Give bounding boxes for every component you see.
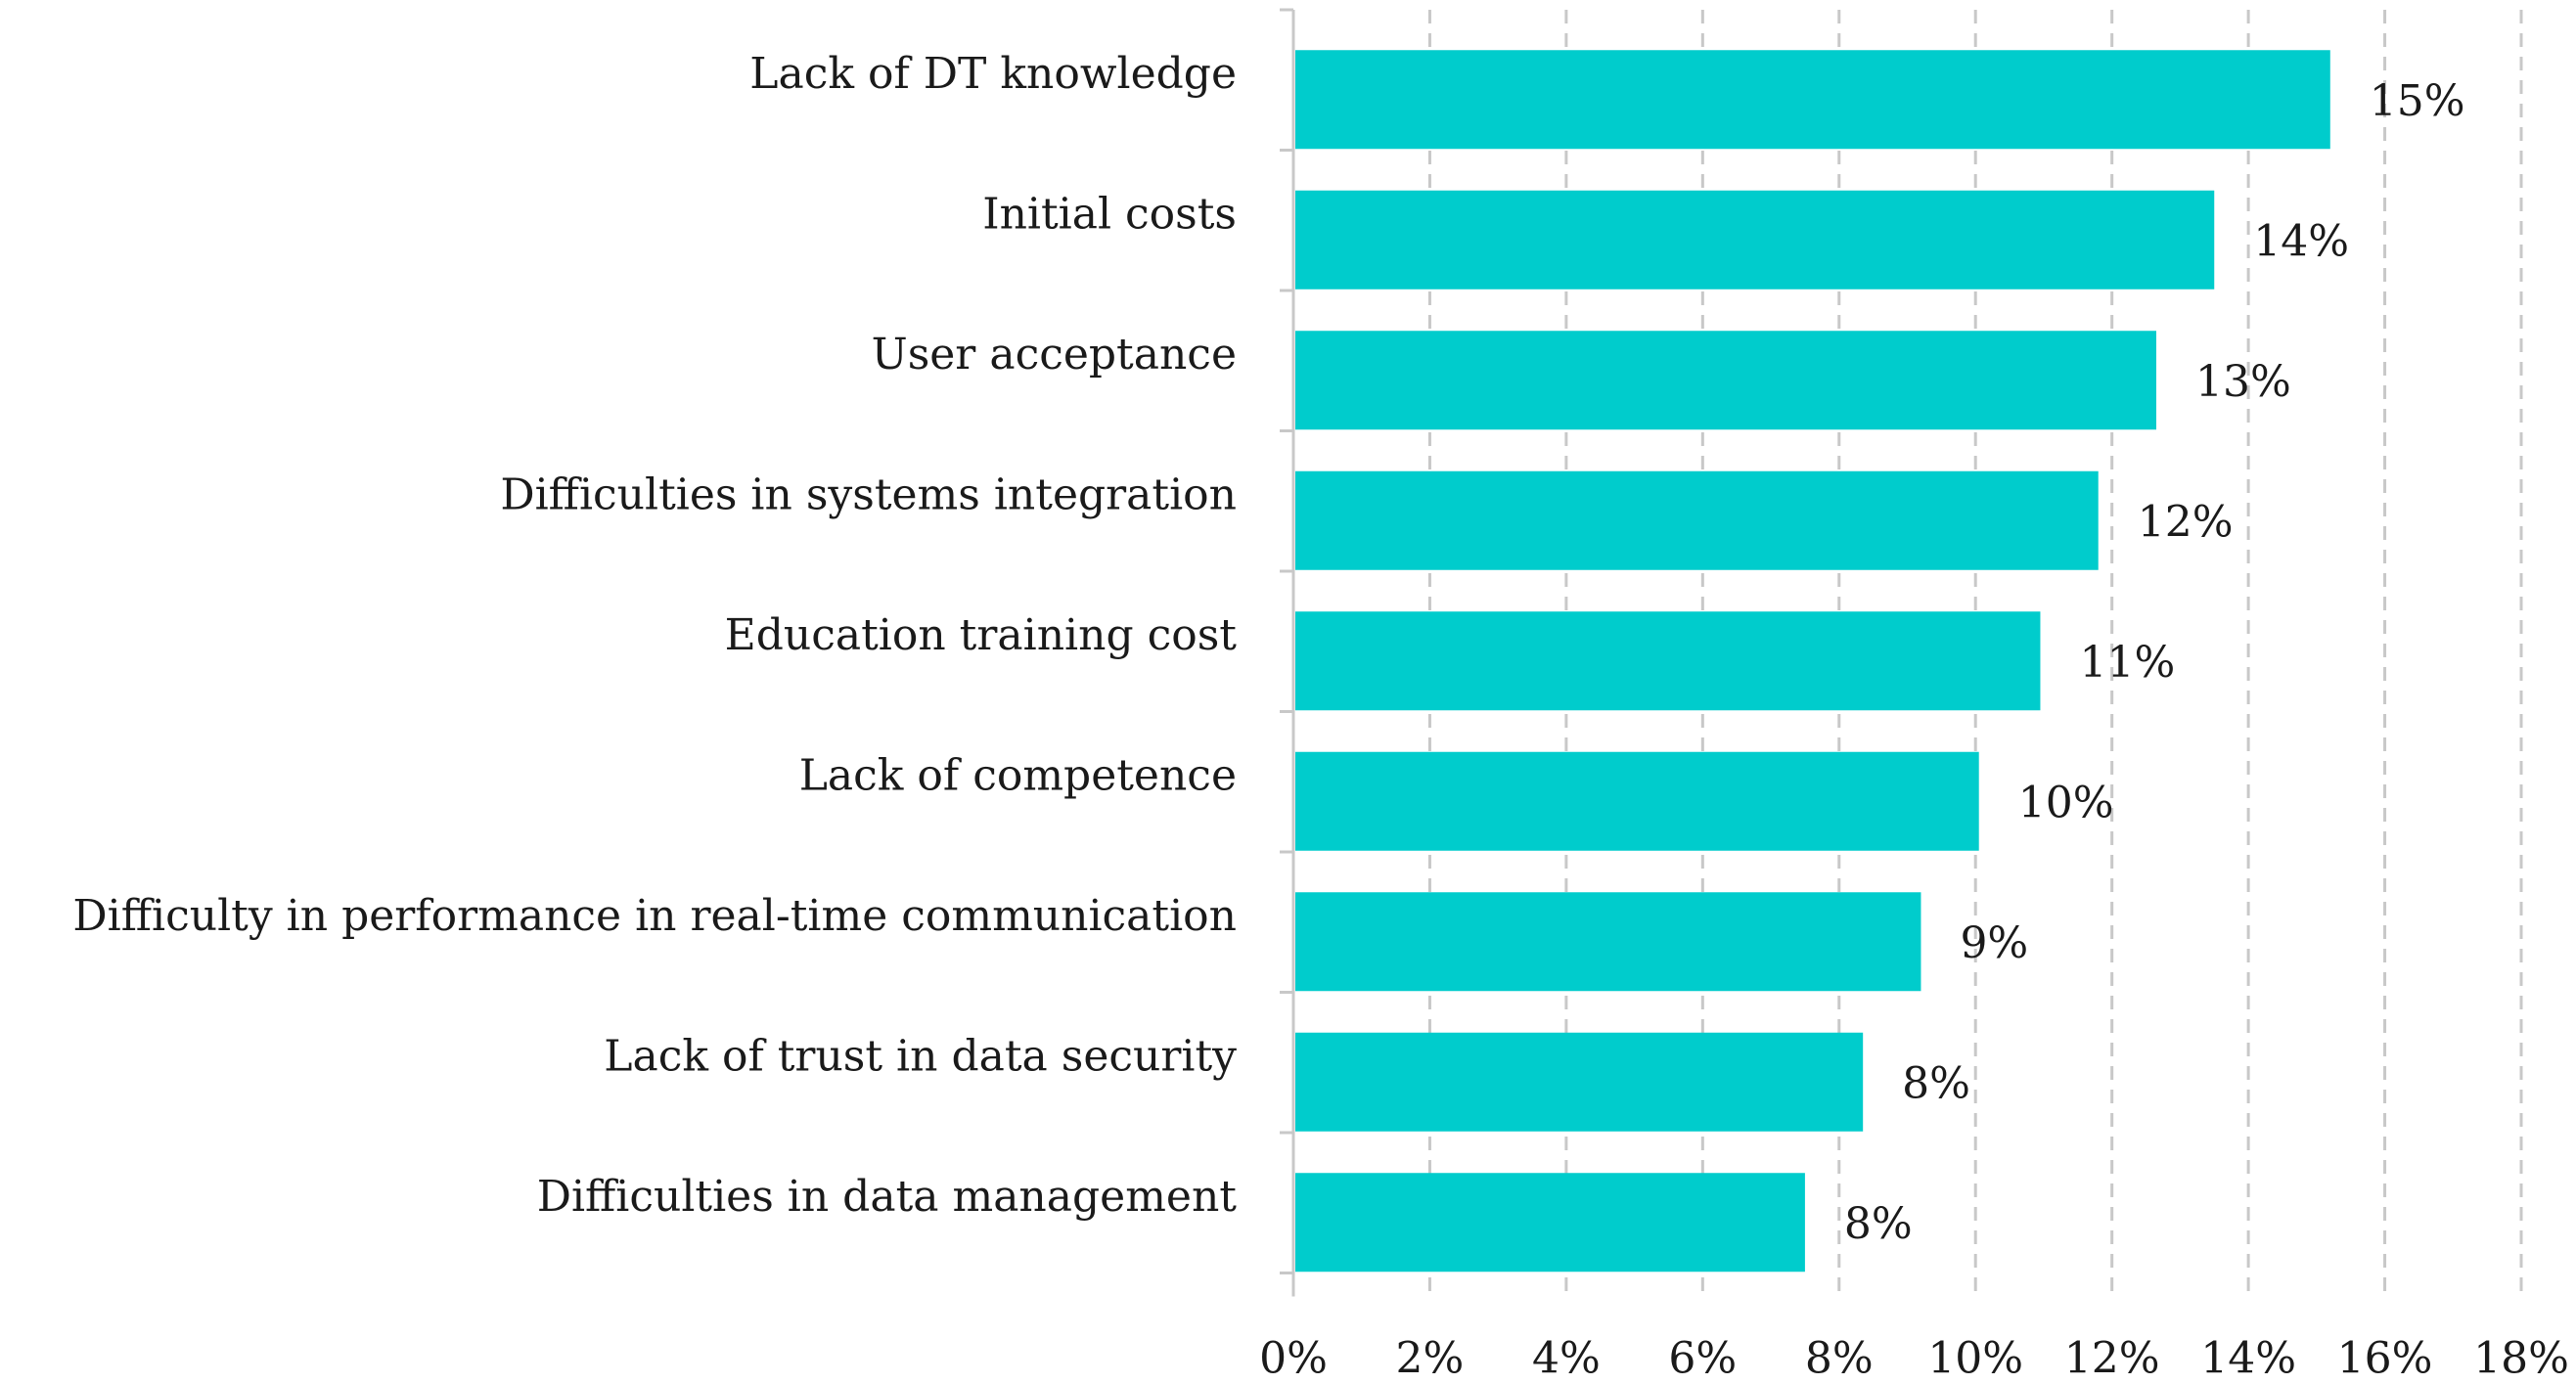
data-label: 13% (2195, 357, 2291, 407)
category-label: Lack of competence (799, 750, 1237, 800)
category-label: User acceptance (872, 330, 1237, 379)
data-label: 9% (1960, 918, 2028, 968)
bar (1295, 611, 2041, 711)
x-tick-label: 4% (1532, 1334, 1601, 1384)
bar (1295, 1032, 1864, 1132)
data-label: 11% (2079, 638, 2175, 688)
x-tick-label: 14% (2200, 1334, 2296, 1384)
data-label: 14% (2253, 216, 2349, 266)
category-axis (1280, 8, 1295, 1297)
x-tick-label: 10% (1927, 1334, 2023, 1384)
category-label: Education training cost (725, 610, 1238, 660)
category-label: Difficulties in systems integration (500, 469, 1237, 519)
data-label: 15% (2370, 76, 2465, 126)
data-label: 8% (1844, 1199, 1913, 1249)
x-tick-label: 18% (2473, 1334, 2569, 1384)
bar (1295, 1173, 1805, 1272)
bars (1295, 50, 2330, 1272)
x-tick-label: 2% (1396, 1334, 1465, 1384)
x-axis-tick-labels: 0% 2% 4% 6% 8% 10% 12% 14% 16% 18% (1259, 1334, 2569, 1384)
x-tick-label: 16% (2337, 1334, 2433, 1384)
data-label: 8% (1902, 1058, 1970, 1108)
category-label: Lack of trust in data security (604, 1031, 1237, 1081)
x-tick-label: 8% (1805, 1334, 1874, 1384)
bar (1295, 751, 1979, 851)
x-tick-label: 12% (2064, 1334, 2160, 1384)
category-labels: Lack of DT knowledge Initial costs User ac… (72, 49, 1237, 1222)
bar (1295, 470, 2099, 570)
data-labels: 15% 14% 13% 12% 11% 10% 9% 8% 8% (1844, 76, 2465, 1249)
category-label: Difficulties in data management (537, 1172, 1238, 1222)
category-label: Difficulty in performance in real-time c… (72, 891, 1237, 941)
bar (1295, 50, 2330, 150)
bar (1295, 892, 1921, 992)
category-label: Lack of DT knowledge (749, 49, 1237, 99)
bar (1295, 190, 2215, 290)
x-tick-label: 0% (1259, 1334, 1328, 1384)
data-label: 12% (2138, 497, 2234, 547)
bar (1295, 331, 2156, 430)
data-label: 10% (2018, 778, 2114, 827)
x-tick-label: 6% (1668, 1334, 1737, 1384)
category-label: Initial costs (982, 189, 1237, 239)
